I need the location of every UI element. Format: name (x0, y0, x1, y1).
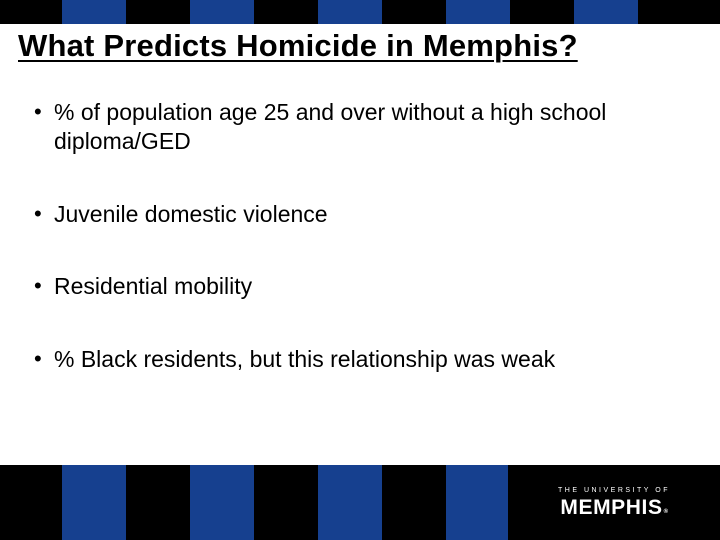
band-segment (190, 465, 254, 540)
band-segment (126, 465, 190, 540)
slide: What Predicts Homicide in Memphis? % of … (0, 0, 720, 540)
bullet-item: Residential mobility (30, 272, 680, 301)
university-logo: THE UNIVERSITY OF MEMPHIS (508, 465, 720, 540)
band-segment (62, 465, 126, 540)
band-segment (254, 0, 318, 24)
bullet-item: % of population age 25 and over without … (30, 98, 680, 156)
top-color-band (0, 0, 720, 24)
band-segment (382, 465, 446, 540)
band-segment (318, 0, 382, 24)
band-segment (318, 465, 382, 540)
band-segment (382, 0, 446, 24)
band-segment (510, 0, 574, 24)
band-segment (126, 0, 190, 24)
band-segment (446, 0, 510, 24)
band-segment (446, 465, 508, 540)
band-segment (254, 465, 318, 540)
band-segment (0, 0, 62, 24)
band-segment (190, 0, 254, 24)
logo-line1: THE UNIVERSITY OF (558, 487, 670, 494)
bullet-item: Juvenile domestic violence (30, 200, 680, 229)
band-segment (574, 0, 638, 24)
band-segment (62, 0, 126, 24)
logo-line2: MEMPHIS (558, 497, 670, 518)
bullet-list: % of population age 25 and over without … (30, 98, 680, 418)
band-segment (0, 465, 62, 540)
bullet-item: % Black residents, but this relationship… (30, 345, 680, 374)
slide-title: What Predicts Homicide in Memphis? (18, 28, 702, 64)
band-segment (638, 0, 720, 24)
